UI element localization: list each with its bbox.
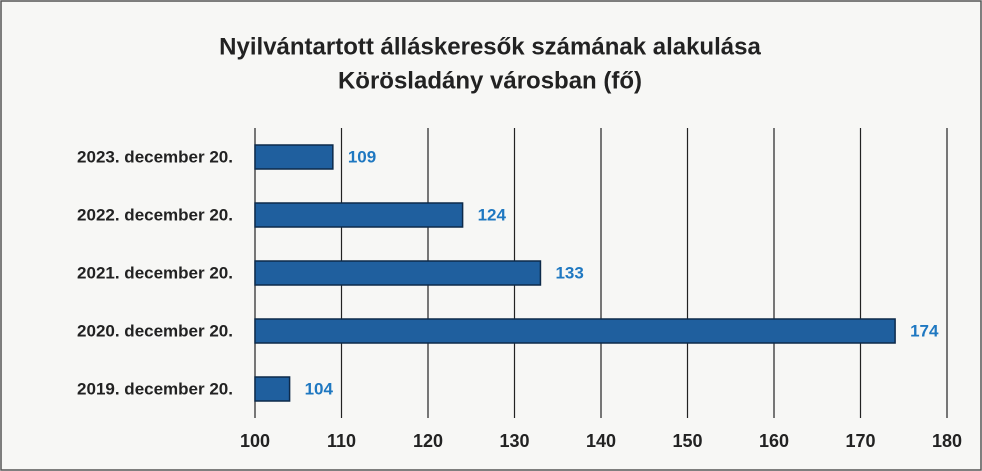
y-tick-label: 2022. december 20. <box>77 205 233 224</box>
bar <box>254 202 464 228</box>
x-tick-label: 150 <box>672 431 702 451</box>
y-tick-label: 2023. december 20. <box>77 147 233 166</box>
value-label: 133 <box>555 263 583 282</box>
y-tick-label: 2019. december 20. <box>77 379 233 398</box>
chart-title: Körösladány városban (fő) <box>338 67 642 94</box>
bar <box>254 144 334 170</box>
bar <box>254 376 291 402</box>
bar <box>254 318 896 344</box>
x-tick-label: 170 <box>845 431 875 451</box>
x-tick-label: 130 <box>499 431 529 451</box>
value-label: 104 <box>305 379 334 398</box>
value-label: 124 <box>478 205 507 224</box>
y-tick-label: 2021. december 20. <box>77 263 233 282</box>
bar <box>254 260 542 286</box>
x-tick-label: 100 <box>240 431 270 451</box>
x-tick-label: 120 <box>413 431 443 451</box>
y-tick-label: 2020. december 20. <box>77 321 233 340</box>
value-label: 109 <box>348 147 376 166</box>
x-tick-label: 160 <box>759 431 789 451</box>
chart-title: Nyilvántartott álláskeresők számának ala… <box>219 33 761 60</box>
x-tick-label: 140 <box>586 431 616 451</box>
value-label: 174 <box>910 321 939 340</box>
x-tick-label: 110 <box>327 431 356 451</box>
x-tick-label: 180 <box>932 431 962 451</box>
